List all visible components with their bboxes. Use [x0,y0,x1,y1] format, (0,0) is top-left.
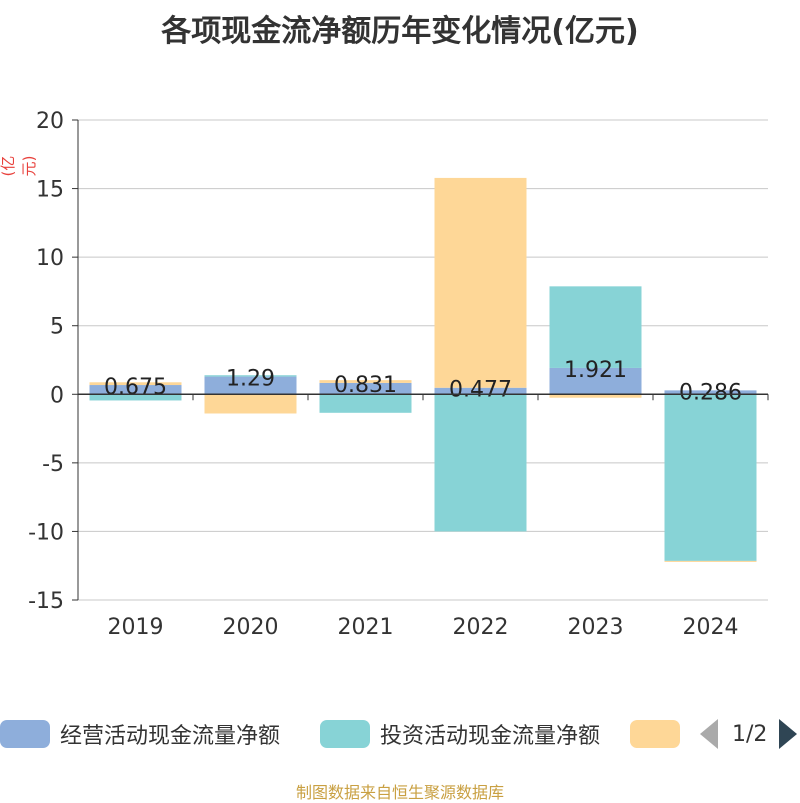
bar-2022-series-2 [434,177,527,388]
bar-2023-series-1 [549,286,642,368]
bar-2020-series-2 [204,394,297,414]
x-tick-label: 2022 [453,615,509,640]
bar-2020-series-0 [204,376,297,395]
legend-swatch-operating [0,720,50,748]
y-tick-label: -10 [28,520,64,545]
bar-2020-series-1 [204,375,297,377]
bar-2019-series-0 [89,385,182,395]
legend-pager: 1/2 [700,716,798,752]
bar-2022-series-1 [434,394,527,532]
legend: 经营活动现金流量净额 投资活动现金流量净额 1/2 [0,716,800,752]
legend-item-financing[interactable] [630,716,690,752]
legend-item-operating[interactable]: 经营活动现金流量净额 [0,716,280,752]
x-tick-label: 2023 [568,615,624,640]
data-label: 1.921 [564,358,627,383]
y-tick-label: -15 [28,589,64,614]
bar-2024-series-1 [664,394,757,561]
x-tick-label: 2021 [338,615,394,640]
legend-item-investing[interactable]: 投资活动现金流量净额 [320,716,600,752]
bar-2021-series-2 [319,380,412,383]
chart-plot: 20151050-5-10-1520190.67520201.2920210.8… [28,109,769,640]
bar-2023-series-0 [549,367,642,395]
x-tick-label: 2019 [108,615,164,640]
legend-next-page-icon[interactable] [779,719,798,749]
bar-2021-series-1 [319,394,412,413]
chart-title: 各项现金流净额历年变化情况(亿元) [161,14,639,49]
y-tick-label: 20 [36,109,64,134]
x-tick-label: 2020 [223,615,279,640]
bar-2024-series-0 [664,390,757,395]
legend-swatch-financing [630,720,680,748]
y-tick-label: 0 [50,383,64,408]
y-tick-label: 10 [36,246,64,271]
legend-prev-page-icon[interactable] [700,719,718,749]
legend-label-investing: 投资活动现金流量净额 [380,724,601,749]
legend-page-indicator: 1/2 [732,721,768,747]
bar-2022-series-0 [434,387,527,395]
x-tick-label: 2024 [683,615,739,640]
legend-label-operating: 经营活动现金流量净额 [60,724,281,749]
data-label: 0.675 [104,375,167,400]
bar-2021-series-0 [319,382,412,395]
y-tick-label: 5 [50,315,64,340]
data-source-note: 制图数据来自恒生聚源数据库 [295,783,504,802]
y-tick-label: 15 [36,178,64,203]
bar-2024-series-2 [664,560,757,562]
legend-swatch-investing [320,720,370,748]
bar-2019-series-1 [89,394,182,401]
bar-2019-series-2 [89,382,182,386]
data-label: 0.286 [679,380,742,405]
y-tick-label: -5 [42,452,64,477]
data-label: 1.29 [226,367,275,392]
bar-2023-series-2 [549,394,642,398]
data-label: 0.477 [449,378,512,403]
